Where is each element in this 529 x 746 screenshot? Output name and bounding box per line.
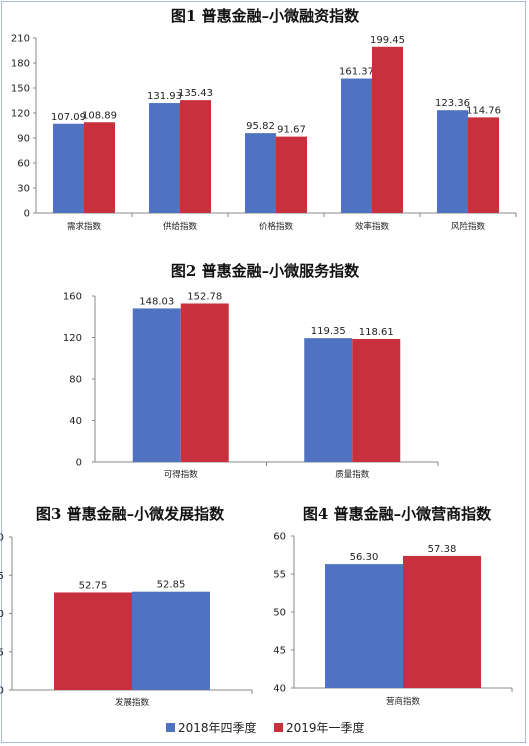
chart-3-ytick-label: 55 [0,571,4,582]
chart-3-ytick-label: 45 [0,647,4,658]
chart-3-bar [54,592,132,690]
chart-1-bar [53,123,84,213]
chart-1-bar [149,103,180,213]
chart-1-ytick-label: 210 [11,34,30,45]
legend-label-1: 2018年四季度 [178,720,257,735]
chart-1-ytick-label: 150 [11,84,30,95]
chart-4-ytick-label: 50 [273,608,286,619]
chart-1-bar [372,46,403,213]
chart-1-data-label: 131.93 [147,91,182,102]
chart-4-data-label: 57.38 [428,544,457,555]
chart-1-data-label: 123.36 [435,98,470,109]
chart-1-bar [468,117,499,213]
chart-3-data-label: 52.85 [157,580,186,591]
chart-2-data-label: 148.03 [139,296,174,307]
chart-1-data-label: 114.76 [466,105,501,116]
chart-2: 图2 普惠金融–小微服务指数 0 40 80 120 160 148.03 152.78 可得… [63,262,439,480]
chart-1-ytick-label: 60 [17,159,30,170]
legend-swatch-2 [274,723,283,732]
chart-1-data-label: 95.82 [246,121,275,132]
chart-4-ytick-label: 45 [273,646,286,657]
chart-1-bar [180,100,211,213]
chart-4-bar [403,555,481,688]
chart-1-title: 图1 普惠金融–小微融资指数 [171,7,360,25]
chart-1-bar [84,122,115,213]
legend: 2018年四季度 2019年一季度 [166,720,365,735]
chart-3: 图3 普惠金融–小微发展指数 40 45 50 55 60 52.75 52.85 发展指数 [0,505,253,708]
chart-1-category-label: 需求指数 [67,221,102,232]
chart-3-category-label: 发展指数 [115,697,150,708]
chart-1-bar [276,136,307,213]
chart-3-ytick-label: 50 [0,609,4,620]
chart-4-ytick-label: 40 [273,684,286,695]
legend-label-2: 2019年一季度 [286,720,365,735]
chart-3-plot: 40 45 50 55 60 52.75 52.85 发展指数 [0,533,253,708]
legend-swatch-1 [166,723,175,732]
chart-2-ytick-label: 120 [63,333,82,344]
chart-1-category-label: 供给指数 [163,221,198,232]
chart-2-ytick-label: 0 [76,458,82,469]
chart-1-data-label: 199.45 [370,35,405,46]
chart-4-plot: 40 45 50 55 60 56.30 57.38 营商指数 [273,532,513,707]
chart-1-category-label: 效率指数 [355,221,390,232]
chart-1-category-label: 风险指数 [451,221,486,232]
chart-2-ytick-label: 40 [69,416,82,427]
chart-3-ytick-label: 60 [0,533,4,544]
chart-1-data-label: 135.43 [178,88,213,99]
chart-1-ytick-label: 0 [24,209,30,220]
chart-2-bar [304,338,353,462]
chart-2-bar [352,338,401,462]
chart-2-category-label: 可得指数 [164,469,199,480]
chart-1-data-label: 91.67 [277,125,306,136]
chart-1-bar [245,133,276,213]
chart-2-plot: 0 40 80 120 160 148.03 152.78 可得指数 119.35 118.61 质… [63,291,439,480]
chart-2-bar [180,303,229,462]
chart-4: 图4 普惠金融–小微营商指数 40 45 50 55 60 56.30 57.38 营商指数 [273,505,513,707]
chart-1-category-label: 价格指数 [259,221,294,232]
chart-2-title: 图2 普惠金融–小微服务指数 [171,262,360,280]
chart-1-ytick-label: 30 [17,184,30,195]
chart-4-bar [325,564,403,688]
chart-1-ytick-label: 90 [17,134,30,145]
chart-3-data-label: 52.75 [79,580,108,591]
chart-2-ytick-label: 160 [63,292,82,303]
chart-1-data-label: 161.37 [339,67,374,78]
chart-1-data-label: 108.89 [82,110,117,121]
chart-1-ytick-label: 180 [11,59,30,70]
chart-3-title: 图3 普惠金融–小微发展指数 [36,505,225,523]
chart-2-data-label: 152.78 [187,291,222,302]
chart-1-bar [437,110,468,213]
chart-1-data-label: 107.09 [51,112,86,123]
chart-4-ytick-label: 55 [273,570,286,581]
chart-1: 图1 普惠金融–小微融资指数 0 30 60 90 120 150 180 210 107.09… [11,7,517,232]
chart-4-title: 图4 普惠金融–小微营商指数 [303,505,492,523]
chart-2-ytick-label: 80 [69,375,82,386]
chart-2-data-label: 118.61 [359,327,394,338]
chart-2-data-label: 119.35 [311,326,346,337]
chart-3-ytick-label: 40 [0,686,4,697]
chart-1-ytick-label: 120 [11,109,30,120]
chart-4-data-label: 56.30 [350,552,379,563]
chart-3-bar [132,591,210,690]
chart-2-bar [132,308,181,462]
chart-4-ytick-label: 60 [273,532,286,543]
chart-2-category-label: 质量指数 [335,469,370,480]
chart-4-category-label: 营商指数 [386,696,421,707]
chart-1-bar [341,78,372,214]
